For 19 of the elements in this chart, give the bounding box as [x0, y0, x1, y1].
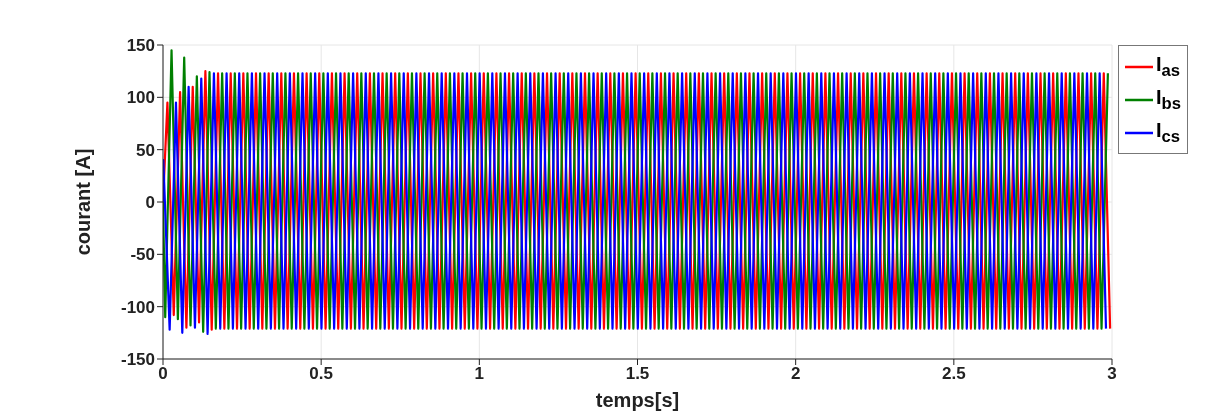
y-tick-label: 0 [145, 193, 155, 213]
x-tick-label: 2.5 [942, 364, 966, 384]
y-tick-label: 100 [126, 88, 155, 108]
x-tick-label: 0 [158, 364, 168, 384]
x-tick-label: 1.5 [625, 364, 650, 384]
x-tick-label: 3 [1107, 364, 1117, 384]
y-tick-label: -50 [130, 245, 155, 265]
x-tick-label: 1 [474, 364, 485, 384]
y-tick-label: -150 [120, 350, 155, 370]
y-tick-label: -100 [120, 297, 155, 317]
y-tick-label: 50 [136, 140, 155, 160]
legend-label: I$_{cs}$ [1155, 118, 1181, 147]
legend-label: I$_{bs}$ [1155, 85, 1181, 114]
legend-label: I$_{as}$ [1155, 52, 1181, 81]
x-tick-label: 0.5 [309, 364, 333, 384]
x-tick-label: 2 [790, 364, 801, 384]
y-tick-label: 150 [126, 36, 155, 56]
y-axis-title: courant [A] [72, 148, 95, 256]
x-axis-title: temps[s] [595, 389, 680, 411]
